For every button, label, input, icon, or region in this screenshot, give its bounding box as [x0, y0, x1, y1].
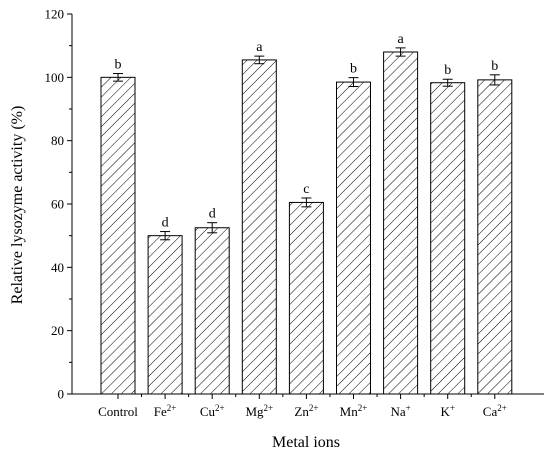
x-tick-label: Ca2+: [483, 403, 507, 419]
x-tick-label: K+: [440, 403, 454, 419]
bar: [336, 81, 371, 395]
bar: [288, 201, 324, 395]
x-tick-label: Cu2+: [200, 403, 225, 419]
y-tick-label: 100: [45, 70, 65, 85]
bar: [241, 59, 277, 395]
significance-letter: d: [162, 216, 169, 231]
significance-letter: b: [350, 62, 357, 77]
x-tick-label-superscript: 2+: [309, 403, 319, 413]
significance-letter: a: [256, 40, 263, 55]
x-tick-label: Fe2+: [154, 403, 177, 419]
x-tick-label-superscript: 2+: [167, 403, 177, 413]
x-tick-label-superscript: 2+: [497, 403, 507, 413]
bar: [383, 51, 419, 395]
significance-letter: a: [397, 32, 404, 47]
plot-area: b d d a c b a b b 0 20 40 60 80 100 120 Control Fe2+ Cu2+ M…: [45, 7, 544, 419]
bar: [477, 79, 513, 395]
x-tick-label: Zn2+: [294, 403, 318, 419]
y-tick-label: 0: [58, 387, 65, 402]
y-tick-label: 40: [51, 260, 64, 275]
y-tick-label: 60: [51, 197, 64, 212]
x-tick-label-superscript: +: [450, 403, 455, 413]
x-tick-label-superscript: 2+: [358, 403, 368, 413]
x-tick-label: Control: [98, 404, 138, 419]
significance-letter: b: [491, 59, 498, 74]
x-axis-title: Metal ions: [272, 434, 340, 451]
y-tick-label: 80: [51, 133, 64, 148]
significance-letter: b: [444, 63, 451, 78]
bar: [194, 227, 230, 395]
x-tick-label: Mg2+: [245, 403, 273, 419]
x-tick-label: Na+: [390, 403, 410, 419]
x-tick-label-superscript: 2+: [215, 403, 225, 413]
y-axis-title: Relative lysozyme activity (%): [9, 106, 26, 305]
x-tick-label-superscript: +: [406, 403, 411, 413]
x-tick-label: Mn2+: [340, 403, 368, 419]
significance-letter: c: [303, 182, 309, 197]
bar: [100, 76, 136, 395]
bar: [147, 235, 183, 395]
significance-letter: b: [115, 58, 122, 73]
bar: [430, 82, 466, 395]
significance-letter: d: [209, 207, 216, 222]
y-tick-label: 20: [51, 323, 64, 338]
x-tick-label-superscript: 2+: [264, 403, 274, 413]
y-tick-label: 120: [45, 7, 65, 22]
